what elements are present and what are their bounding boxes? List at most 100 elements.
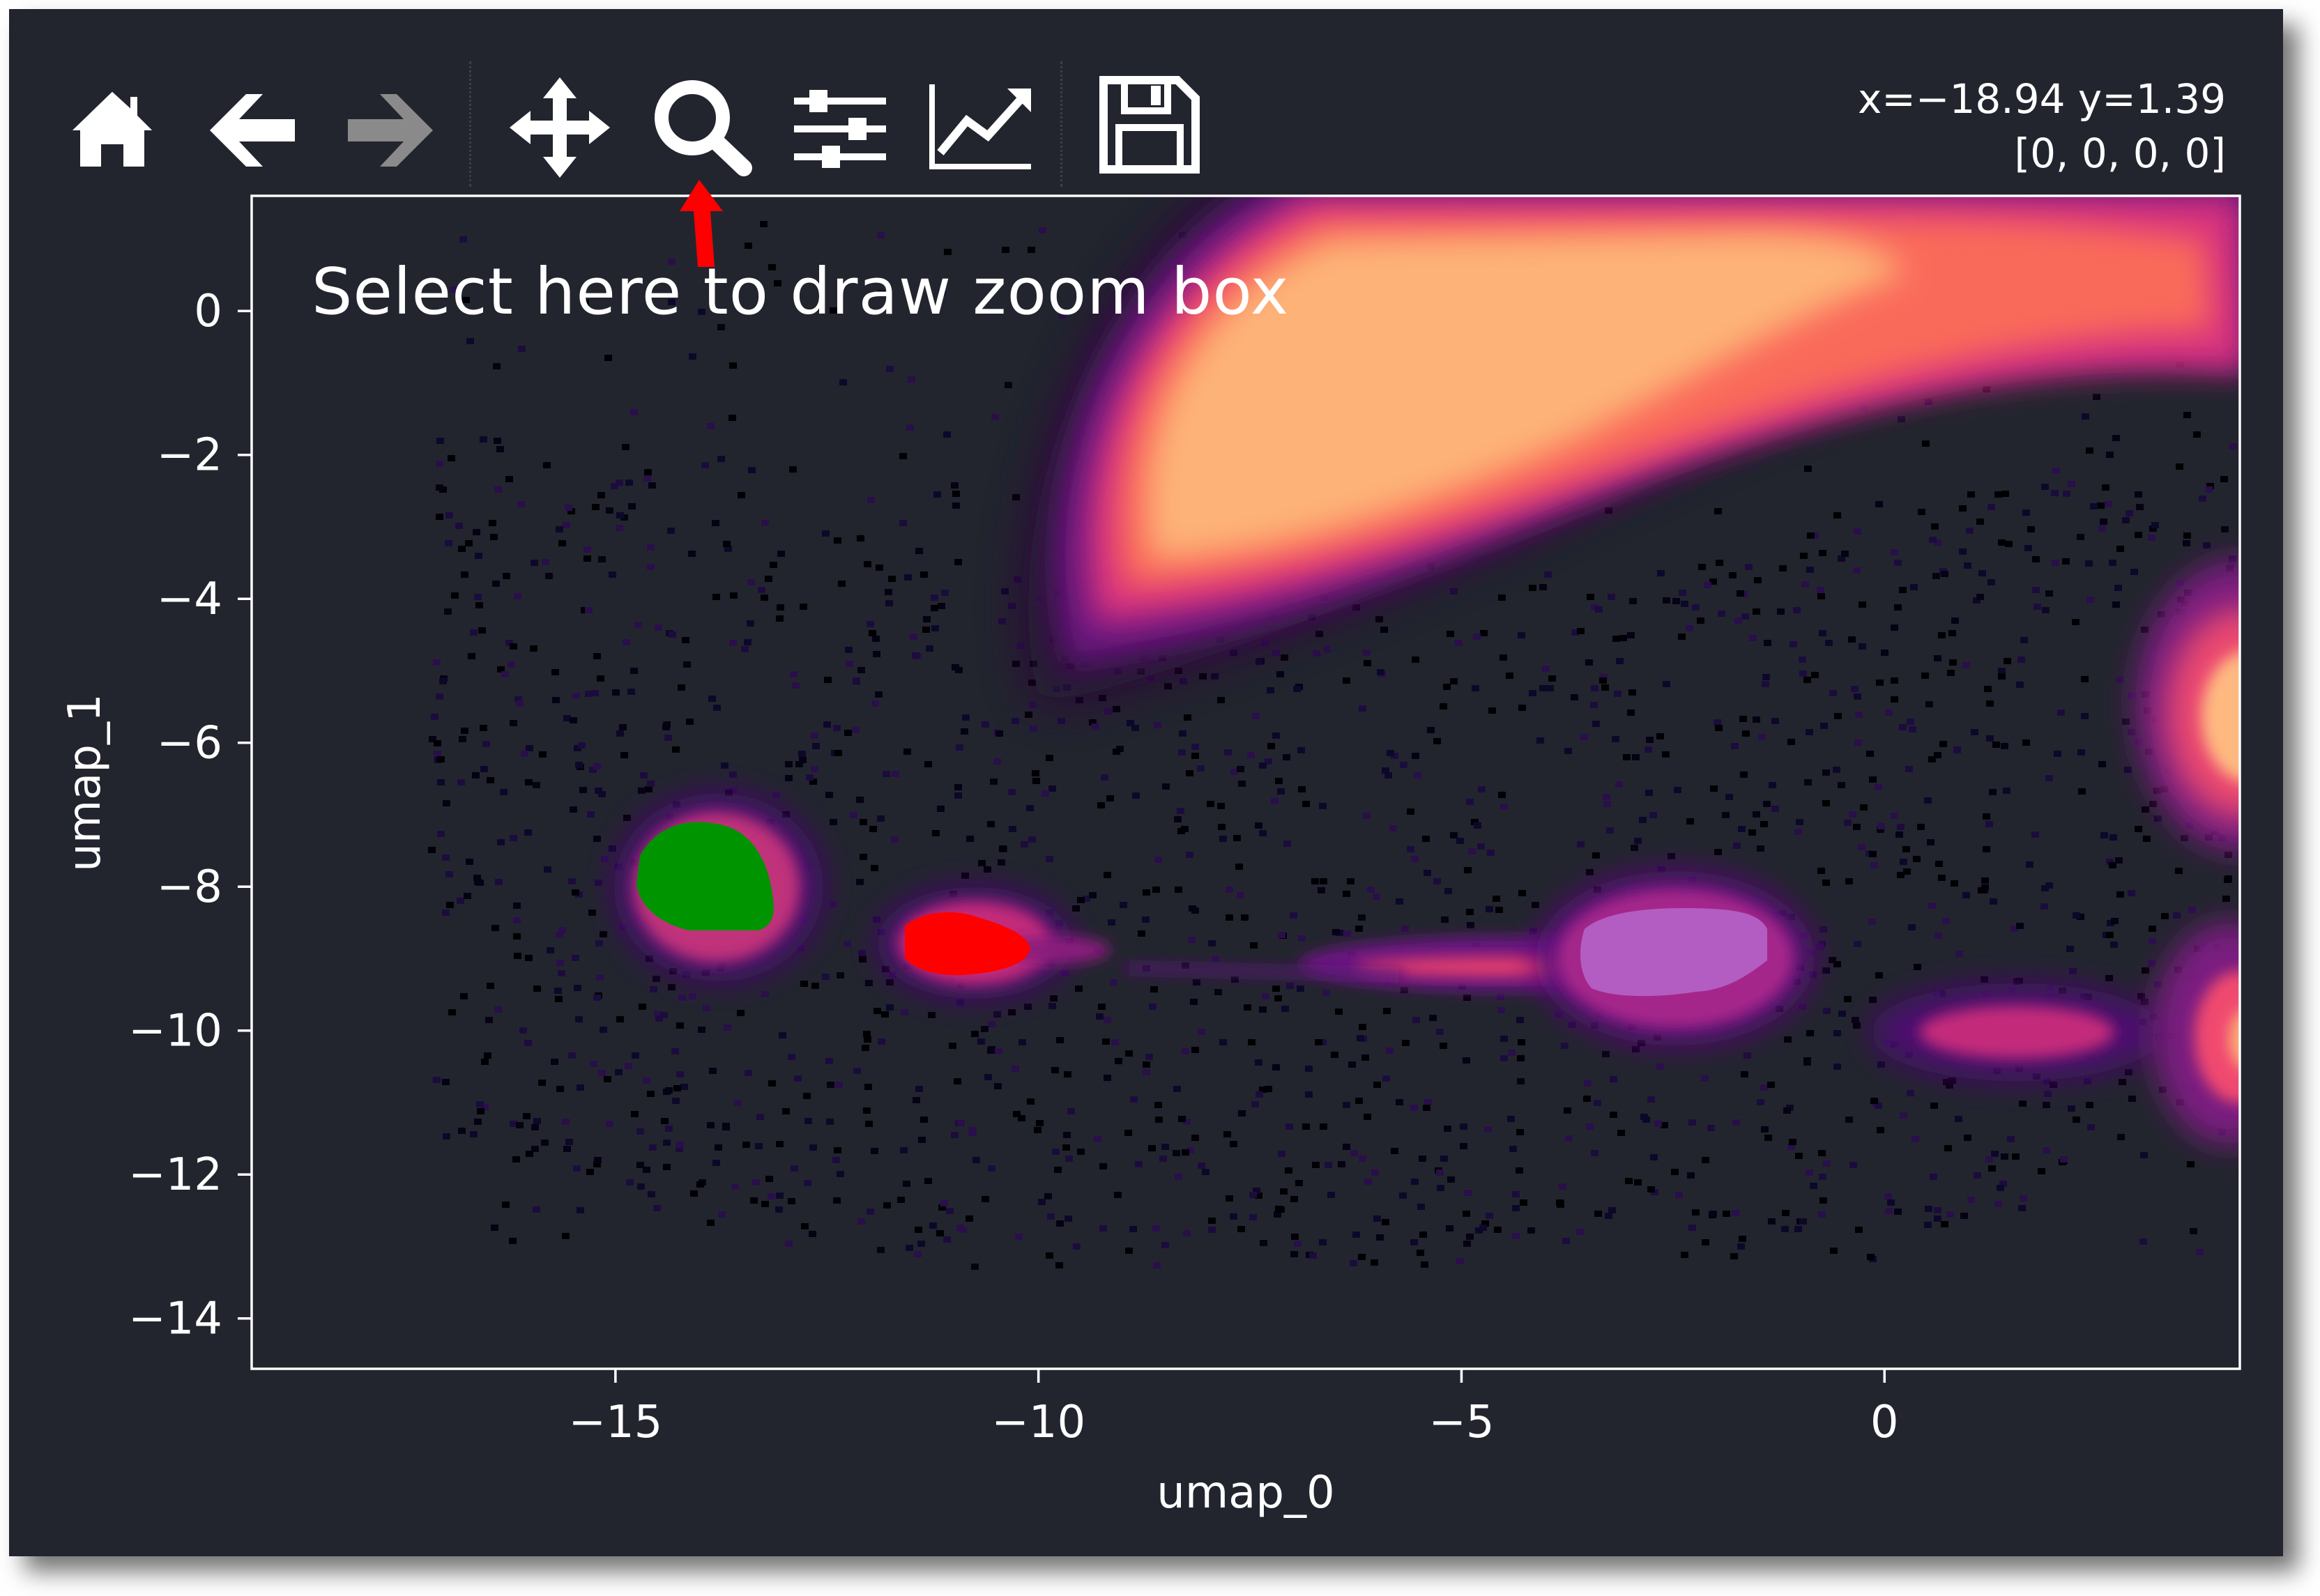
density-speckle — [443, 800, 450, 806]
density-speckle — [516, 1122, 524, 1128]
density-speckle — [2016, 923, 2024, 929]
density-speckle — [1211, 673, 1219, 680]
density-speckle — [1177, 808, 1184, 814]
density-speckle — [1555, 1011, 1562, 1018]
save-button[interactable] — [1092, 63, 1204, 182]
density-speckle — [1193, 979, 1200, 985]
pan-button[interactable] — [504, 63, 616, 182]
density-speckle — [2086, 597, 2094, 603]
density-speckle — [1947, 670, 1955, 676]
density-speckle — [521, 751, 528, 757]
density-speckle — [1106, 795, 1114, 801]
density-speckle — [1512, 1205, 1520, 1211]
density-speckle — [442, 1079, 450, 1085]
density-speckle — [1702, 1157, 1709, 1163]
density-speckle — [1009, 826, 1016, 832]
density-speckle — [1656, 733, 1664, 739]
back-arrow-icon — [210, 94, 295, 167]
density-speckle — [1686, 625, 1693, 631]
zoom-button[interactable] — [645, 63, 756, 182]
density-speckle — [1267, 687, 1274, 693]
density-speckle — [2135, 739, 2142, 745]
density-speckle — [2020, 637, 2028, 643]
density-speckle — [2105, 501, 2112, 507]
density-speckle — [2112, 601, 2120, 608]
density-speckle — [952, 502, 960, 509]
density-speckle — [729, 788, 737, 794]
density-speckle — [474, 1119, 482, 1125]
density-speckle — [1536, 737, 1544, 744]
density-speckle — [1179, 730, 1186, 737]
density-speckle — [800, 604, 807, 610]
density-speckle — [1632, 754, 1640, 760]
density-speckle — [2111, 918, 2119, 924]
density-speckle — [709, 1068, 717, 1074]
density-speckle — [1364, 1114, 1371, 1120]
density-speckle — [1013, 1111, 1021, 1117]
density-speckle — [1577, 628, 1585, 634]
density-speckle — [1938, 632, 1946, 638]
density-speckle — [725, 790, 733, 796]
density-speckle — [1468, 848, 1476, 854]
density-speckle — [1794, 1226, 1802, 1232]
density-speckle — [1480, 630, 1488, 636]
home-button[interactable] — [56, 63, 168, 182]
density-speckle — [1928, 903, 1936, 909]
density-speckle — [825, 1058, 833, 1064]
density-speckle — [630, 668, 638, 674]
density-speckle — [1048, 1003, 1056, 1009]
density-speckle — [2116, 677, 2124, 683]
density-speckle — [1934, 1207, 1941, 1213]
density-speckle — [1833, 512, 1841, 519]
density-speckle — [510, 720, 517, 726]
density-speckle — [1810, 1183, 1817, 1189]
density-speckle — [518, 346, 526, 352]
density-speckle — [1391, 753, 1398, 759]
density-speckle — [1230, 650, 1237, 656]
density-speckle — [1897, 872, 1905, 878]
back-button[interactable] — [196, 63, 307, 182]
edit-axis-button[interactable] — [922, 63, 1034, 182]
density-speckle — [1223, 1131, 1231, 1137]
density-speckle — [1309, 1252, 1317, 1259]
density-speckle — [510, 1121, 517, 1127]
density-speckle — [468, 653, 475, 659]
density-speckle — [1603, 801, 1611, 807]
density-speckle — [648, 1191, 655, 1197]
density-speckle — [1104, 708, 1112, 714]
density-speckle — [1895, 831, 1903, 838]
density-speckle — [917, 1241, 925, 1247]
density-speckle — [562, 1233, 570, 1239]
density-speckle — [1971, 729, 1978, 735]
density-speckle — [1249, 1192, 1257, 1198]
chart-canvas[interactable]: −15 −10 −5 0 0−2−4−6−8−10−12−14 umap_0 umap… — [9, 9, 2283, 1556]
density-speckle — [437, 756, 445, 762]
density-speckle — [1512, 1191, 1520, 1197]
density-speckle — [1182, 1048, 1189, 1054]
density-speckle — [1516, 1167, 1523, 1174]
density-speckle — [1367, 887, 1375, 893]
density-speckle — [2090, 503, 2098, 509]
density-speckle — [678, 995, 686, 1001]
configure-subplots-button[interactable] — [784, 63, 896, 182]
density-speckle — [591, 690, 599, 696]
density-speckle — [747, 620, 754, 627]
forward-button[interactable] — [335, 63, 447, 182]
density-speckle — [2159, 1087, 2167, 1093]
density-speckle — [1113, 706, 1120, 712]
density-speckle — [744, 639, 751, 645]
density-speckle — [513, 933, 521, 939]
density-speckle — [531, 1124, 539, 1130]
density-speckle — [1142, 916, 1150, 923]
density-speckle — [1974, 1172, 1981, 1179]
density-speckle — [923, 616, 931, 622]
density-speckle — [1650, 1154, 1658, 1160]
density-speckle — [1803, 1059, 1811, 1066]
cluster-green — [636, 822, 774, 930]
density-speckle — [1951, 617, 1959, 624]
density-speckle — [1012, 1066, 1019, 1072]
density-speckle — [1698, 564, 1706, 570]
density-speckle — [903, 1181, 910, 1187]
density-speckle — [873, 916, 880, 923]
density-speckle — [1934, 933, 1942, 939]
